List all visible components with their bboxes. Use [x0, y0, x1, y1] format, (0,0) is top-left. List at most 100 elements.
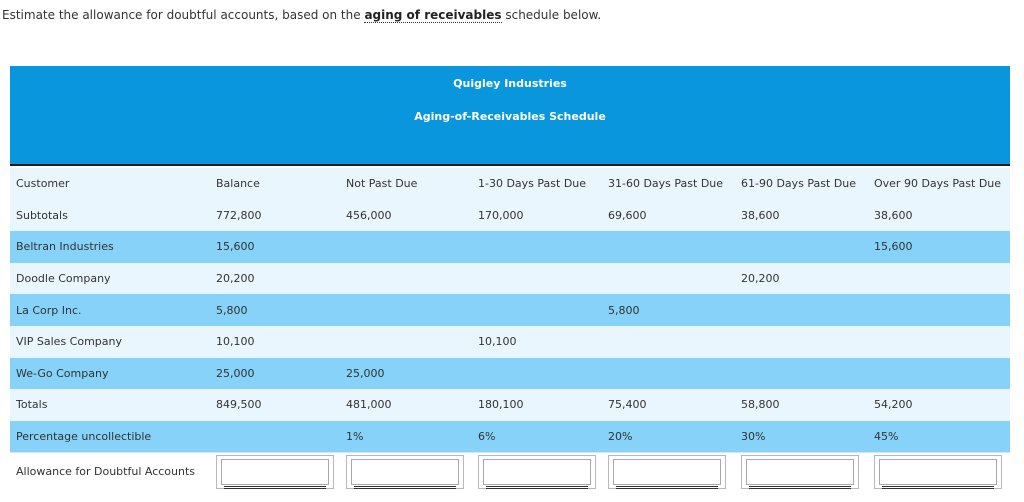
table-cell: 849,500	[210, 389, 340, 421]
table-cell: 772,800	[210, 199, 340, 232]
table-cell	[340, 325, 472, 358]
table-cell	[602, 325, 735, 358]
allowance-input-frame	[346, 454, 464, 489]
table-cell: Beltran Industries	[10, 231, 210, 263]
allowance-31-60-input[interactable]	[613, 458, 721, 489]
percentage-value: 1%	[346, 429, 364, 443]
table-cell: 10,100	[472, 325, 602, 358]
table-cell	[868, 294, 1010, 326]
table-cell: 69,600	[602, 199, 735, 232]
table-cell	[735, 294, 868, 326]
column-header: Balance	[210, 168, 340, 200]
table-cell	[472, 357, 602, 390]
table-cell: 5,800	[210, 294, 340, 326]
table-row: VIP Sales Company 10,100 10,100	[10, 325, 1010, 358]
table-cell	[602, 231, 735, 263]
table-cell: Doodle Company	[10, 262, 210, 295]
table-cell: 180,100	[472, 389, 602, 421]
percentage-cell: 6%	[472, 420, 602, 453]
allowance-1-30-input[interactable]	[483, 458, 591, 489]
column-header: Not Past Due	[340, 168, 472, 200]
schedule-header: Quigley Industries Aging-of-Receivables …	[10, 66, 1010, 166]
allowance-over-90-input[interactable]	[879, 458, 997, 489]
allowance-balance-input[interactable]	[221, 458, 329, 489]
totals-row: Totals 849,500 481,000 180,100 75,400 58…	[10, 389, 1010, 421]
percentage-value: 45%	[874, 429, 899, 443]
column-header-row: Customer Balance Not Past Due 1-30 Days …	[10, 168, 1010, 200]
allowance-cell	[340, 451, 472, 491]
allowance-input-frame	[874, 454, 1002, 489]
instructions: Estimate the allowance for doubtful acco…	[2, 8, 602, 23]
table-cell: 58,800	[735, 389, 868, 421]
table-cell	[735, 231, 868, 263]
table-cell: 54,200	[868, 389, 1010, 421]
table-cell: 481,000	[340, 389, 472, 421]
column-header: 1-30 Days Past Due	[472, 168, 602, 200]
allowance-label: Allowance for Doubtful Accounts	[10, 451, 210, 491]
table-cell: 38,600	[868, 199, 1010, 232]
table-cell	[868, 262, 1010, 295]
table-row: We-Go Company 25,000 25,000	[10, 357, 1010, 390]
table-cell: 15,600	[868, 231, 1010, 263]
percentage-cell: 1%	[340, 420, 472, 453]
table-cell: 20,200	[735, 262, 868, 295]
table-cell	[472, 262, 602, 295]
table-cell: 38,600	[735, 199, 868, 232]
percentage-cell: 45%	[868, 420, 1010, 453]
table-cell	[868, 357, 1010, 390]
percentage-row: Percentage uncollectible 1% 6% 20% 30% 4…	[10, 420, 1010, 453]
percentage-cell: 30%	[735, 420, 868, 453]
company-name: Quigley Industries	[453, 77, 567, 90]
table-cell: 170,000	[472, 199, 602, 232]
table-row: Doodle Company 20,200 20,200	[10, 262, 1010, 295]
table-cell	[340, 262, 472, 295]
aging-schedule-table: Customer Balance Not Past Due 1-30 Days …	[10, 168, 1010, 491]
table-cell	[472, 231, 602, 263]
table-cell: 456,000	[340, 199, 472, 232]
table-cell: 10,100	[210, 325, 340, 358]
table-cell: 25,000	[210, 357, 340, 390]
allowance-cell	[735, 451, 868, 491]
allowance-input-frame	[216, 454, 334, 489]
table-cell	[472, 294, 602, 326]
table-cell: 25,000	[340, 357, 472, 390]
table-row: Beltran Industries 15,600 15,600	[10, 231, 1010, 263]
percentage-value: 20%	[608, 429, 633, 443]
allowance-cell	[472, 451, 602, 491]
table-cell: 5,800	[602, 294, 735, 326]
table-cell: Subtotals	[10, 199, 210, 232]
table-cell	[340, 294, 472, 326]
allowance-cell	[210, 451, 340, 491]
table-cell	[735, 357, 868, 390]
aging-of-receivables-link[interactable]: aging of receivables	[364, 8, 502, 23]
allowance-not-past-due-input[interactable]	[351, 458, 459, 489]
table-cell: Totals	[10, 389, 210, 421]
table-row: Subtotals 772,800 456,000 170,000 69,600…	[10, 199, 1010, 232]
column-header: Customer	[10, 168, 210, 200]
table-cell	[602, 262, 735, 295]
column-header: 61-90 Days Past Due	[735, 168, 868, 200]
allowance-row: Allowance for Doubtful Accounts	[10, 451, 1010, 491]
percentage-value: 6%	[478, 429, 496, 443]
table-cell	[868, 325, 1010, 358]
allowance-input-frame	[608, 454, 726, 489]
table-cell	[602, 357, 735, 390]
table-cell: We-Go Company	[10, 357, 210, 390]
instructions-prefix: Estimate the allowance for doubtful acco…	[2, 8, 365, 22]
column-header: Over 90 Days Past Due	[868, 168, 1010, 200]
allowance-input-frame	[478, 454, 596, 489]
schedule-title: Aging-of-Receivables Schedule	[414, 110, 606, 123]
table-row: La Corp Inc. 5,800 5,800	[10, 294, 1010, 326]
instructions-suffix: schedule below.	[501, 8, 602, 22]
percentage-label: Percentage uncollectible	[10, 420, 210, 453]
percentage-value: 30%	[741, 429, 766, 443]
table-cell	[210, 420, 340, 453]
column-header: 31-60 Days Past Due	[602, 168, 735, 200]
table-cell: 75,400	[602, 389, 735, 421]
percentage-cell: 20%	[602, 420, 735, 453]
table-cell: 20,200	[210, 262, 340, 295]
allowance-61-90-input[interactable]	[746, 458, 854, 489]
allowance-input-frame	[741, 454, 859, 489]
table-cell: 15,600	[210, 231, 340, 263]
table-cell	[340, 231, 472, 263]
